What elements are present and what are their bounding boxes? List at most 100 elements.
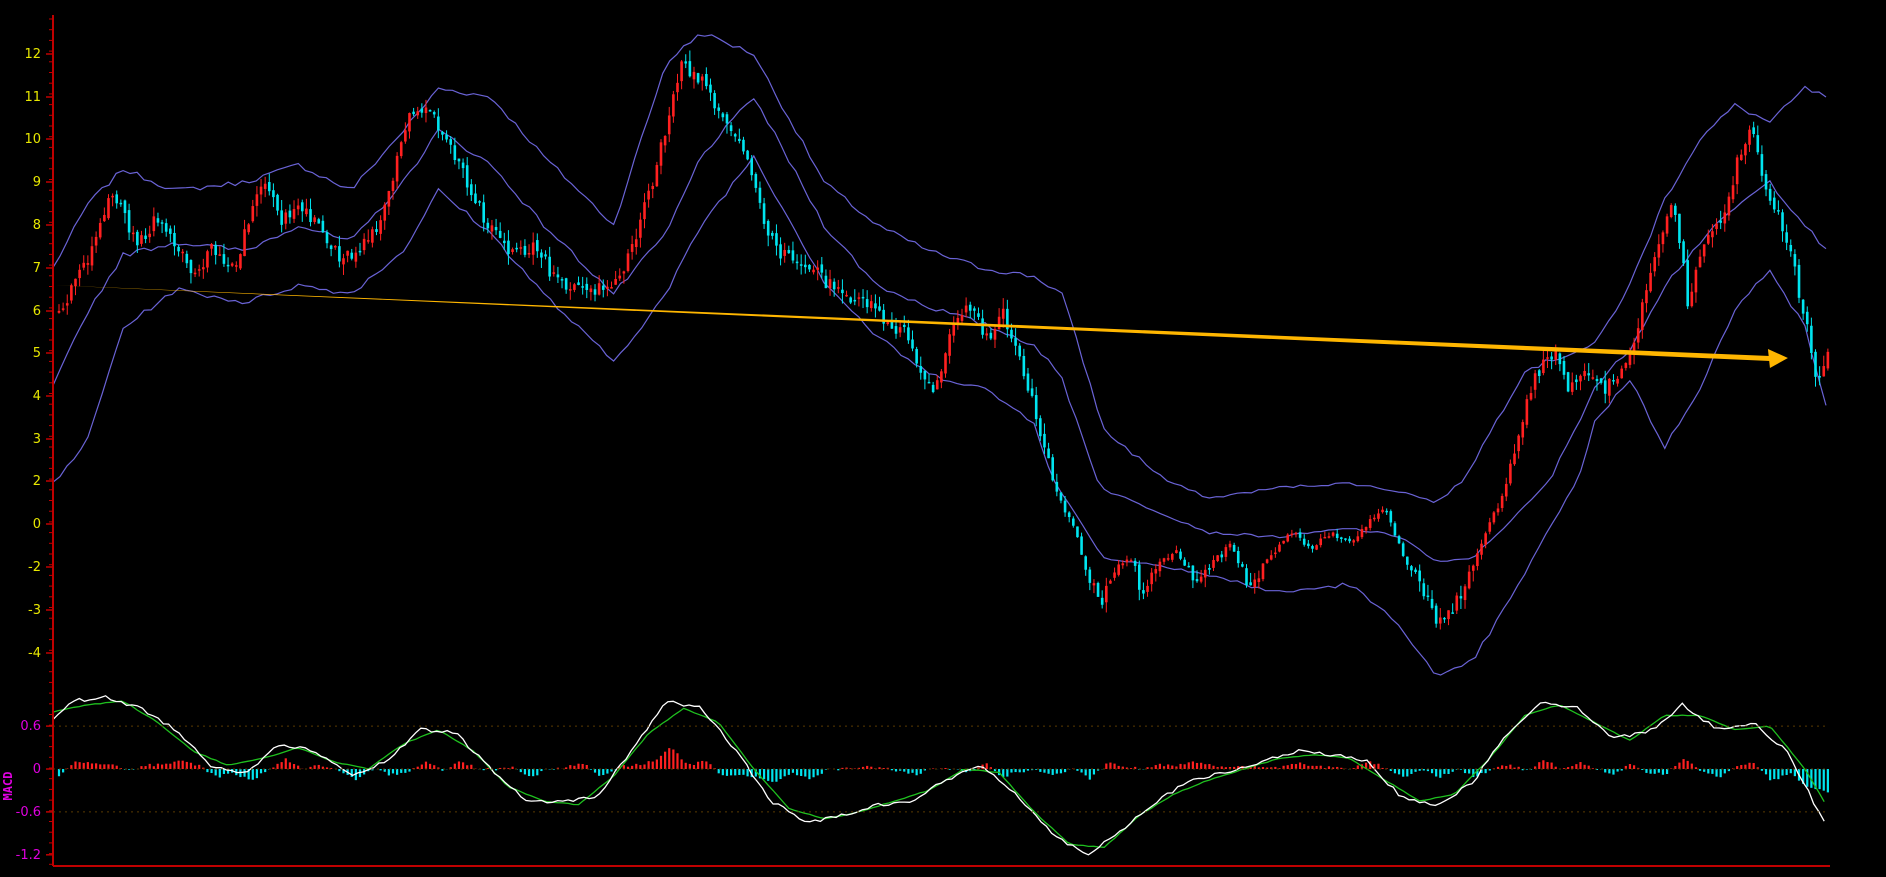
candle xyxy=(1133,558,1137,572)
candle-body xyxy=(1583,370,1586,377)
candle xyxy=(461,158,465,178)
macd-dif-line xyxy=(52,695,1825,856)
candle xyxy=(1257,570,1261,589)
candle xyxy=(57,304,61,314)
candle-body xyxy=(1039,418,1042,437)
candle xyxy=(78,264,81,287)
candle-body xyxy=(960,315,964,321)
candle-body xyxy=(189,260,193,274)
candle-body xyxy=(989,332,993,339)
axes: 12 11 10 9 8 7 6 5 4 3 2 0 -2 -3 -4 0.6 0 -0.6 -1.2 xyxy=(16,15,1830,867)
candle xyxy=(548,246,551,281)
candle-body xyxy=(1496,508,1500,513)
candle-body xyxy=(601,285,605,290)
candle-body xyxy=(1084,556,1087,570)
candle-body xyxy=(1022,356,1026,377)
candle xyxy=(470,179,473,201)
candle xyxy=(601,279,605,298)
candle xyxy=(1682,239,1685,266)
candle-body xyxy=(886,322,890,324)
candle-body xyxy=(709,84,712,93)
candle-body xyxy=(1315,545,1318,550)
candle xyxy=(832,278,836,297)
candle-body xyxy=(1236,551,1240,564)
candle-body xyxy=(1657,244,1661,258)
candle-body xyxy=(1488,522,1492,532)
candle-body xyxy=(494,227,498,231)
candle xyxy=(733,132,737,142)
candle xyxy=(1236,546,1240,568)
candle xyxy=(1360,524,1364,539)
candle xyxy=(1657,234,1661,266)
price-tick-label: 7 xyxy=(33,261,41,276)
candle-body xyxy=(1797,264,1801,298)
candle xyxy=(354,246,358,268)
candle-body xyxy=(1311,546,1314,549)
candle xyxy=(564,277,568,294)
candle xyxy=(1649,263,1652,293)
candle xyxy=(1154,564,1158,582)
candle-body xyxy=(185,253,189,264)
candle xyxy=(1245,564,1248,588)
candle-body xyxy=(919,366,923,373)
candle-body xyxy=(1150,572,1153,585)
candle xyxy=(107,194,110,220)
candle-body xyxy=(1669,205,1673,218)
candle-body xyxy=(1208,567,1211,570)
candle-body xyxy=(490,225,494,232)
candle xyxy=(309,198,312,227)
candle-body xyxy=(1245,568,1248,586)
candle xyxy=(1550,351,1553,370)
candle-body xyxy=(705,73,708,87)
candle-body xyxy=(1739,154,1743,161)
candle xyxy=(544,250,547,260)
candle xyxy=(1562,356,1566,380)
candle-body xyxy=(1286,534,1290,542)
candle-body xyxy=(762,203,766,224)
candle-body xyxy=(1010,329,1013,339)
candle xyxy=(379,215,382,241)
candle xyxy=(1055,473,1059,497)
candle-body xyxy=(1768,188,1772,201)
candle-body xyxy=(412,111,415,115)
candle xyxy=(1810,317,1813,360)
candle-body xyxy=(1006,308,1009,330)
candle-body xyxy=(1261,563,1265,580)
candle-body xyxy=(78,269,81,279)
candle xyxy=(1694,266,1698,303)
candle xyxy=(366,229,370,244)
candle xyxy=(1150,567,1153,592)
candle xyxy=(593,284,597,302)
candle xyxy=(1224,544,1228,562)
candle xyxy=(1183,557,1186,567)
candle xyxy=(1208,564,1211,575)
candle-body xyxy=(853,299,857,302)
candle xyxy=(1476,548,1479,571)
candle-body xyxy=(86,263,90,265)
candle-body xyxy=(437,116,440,131)
candlestick-series xyxy=(57,50,1830,630)
candle xyxy=(1772,191,1776,213)
candle xyxy=(771,230,774,240)
candle-body xyxy=(354,252,358,262)
candle-body xyxy=(692,71,696,80)
candle-body xyxy=(325,232,329,244)
candle-body xyxy=(981,318,984,335)
candle xyxy=(907,319,910,344)
candle xyxy=(824,269,828,289)
candle xyxy=(841,279,844,304)
candle-body xyxy=(1034,395,1038,420)
candle-body xyxy=(1805,311,1809,325)
candle xyxy=(177,244,180,257)
candle xyxy=(1253,573,1257,594)
candle-body xyxy=(453,145,457,160)
candle-body xyxy=(1484,533,1487,545)
candle xyxy=(993,324,997,348)
candle xyxy=(371,226,374,248)
candle-body xyxy=(1076,526,1079,538)
candle-body xyxy=(977,313,980,317)
candle xyxy=(948,328,951,364)
candle xyxy=(861,289,865,309)
candle-body xyxy=(1632,342,1636,355)
